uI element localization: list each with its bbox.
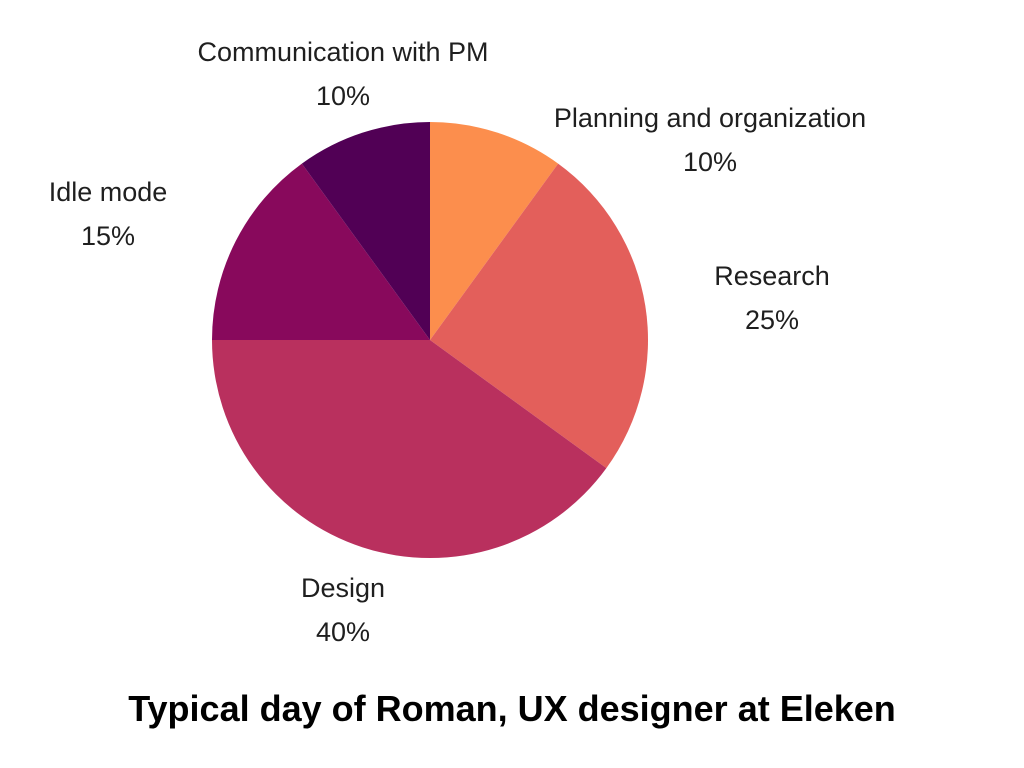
slice-name: Planning and organization (553, 103, 867, 133)
pie-slice-design (211, 340, 607, 559)
pie-slice-idle-mode (212, 163, 430, 340)
slice-label-communication-with-pm: Communication with PM 10% (197, 30, 488, 118)
pie-slice-planning-and-organization (430, 122, 559, 340)
slice-label-planning-and-organization: Planning and organization 10% (554, 96, 866, 184)
slice-value: 10% (682, 147, 738, 177)
pie-slice-communication-with-pm (301, 122, 430, 340)
chart-title: Typical day of Roman, UX designer at Ele… (128, 688, 896, 729)
slice-value: 25% (744, 305, 800, 335)
slice-name: Communication with PM (197, 37, 489, 67)
slice-name: Idle mode (48, 177, 168, 207)
slice-value: 40% (315, 617, 371, 647)
slice-name: Design (300, 573, 386, 603)
slice-label-idle-mode: Idle mode 15% (49, 170, 168, 258)
slice-label-research: Research 25% (714, 254, 830, 342)
slice-value: 15% (80, 221, 136, 251)
slice-value: 10% (315, 81, 371, 111)
slice-name: Research (714, 261, 830, 291)
slice-label-design: Design 40% (301, 566, 385, 654)
pie-slice-research (430, 163, 649, 469)
